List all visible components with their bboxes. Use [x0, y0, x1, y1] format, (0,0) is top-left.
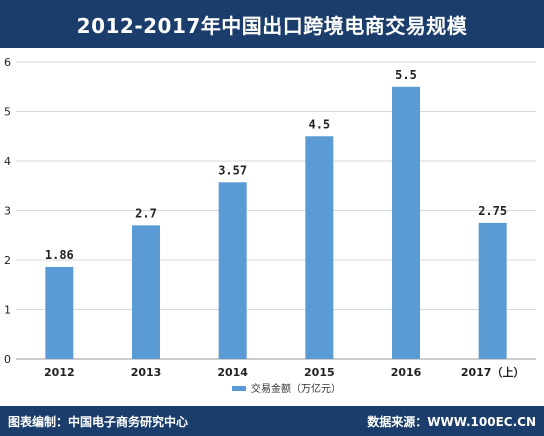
footer-credit: 图表编制：中国电子商务研究中心: [8, 414, 189, 429]
footer-banner: 图表编制：中国电子商务研究中心 数据来源：WWW.100EC.CN: [0, 406, 544, 436]
y-tick-label: 3: [4, 205, 11, 218]
bar: [478, 222, 507, 359]
y-tick-label: 2: [4, 254, 11, 267]
bar: [45, 266, 74, 359]
legend: 交易金额（万亿元）: [232, 382, 341, 395]
data-label: 3.57: [218, 163, 247, 177]
footer-source: 数据来源：WWW.100EC.CN: [367, 414, 536, 429]
bars: [45, 86, 507, 359]
data-label: 5.5: [395, 68, 417, 82]
y-tick-label: 0: [4, 353, 11, 366]
x-tick-label: 2015: [304, 366, 335, 379]
y-tick-label: 6: [4, 56, 11, 69]
data-label: 2.75: [478, 204, 507, 218]
bar: [132, 225, 160, 359]
y-tick-label: 4: [4, 155, 11, 168]
x-tick-label: 2016: [391, 366, 422, 379]
y-tick-label: 1: [4, 304, 11, 317]
data-label: 1.86: [45, 248, 74, 262]
data-label: 4.5: [308, 117, 330, 131]
x-tick-label: 2014: [217, 366, 248, 379]
data-labels: 1.86 2.7 3.57 4.5 5.5 2.75: [45, 68, 507, 262]
x-axis: 2012 2013 2014 2015 2016 2017（上）: [44, 365, 524, 379]
x-tick-label: 2012: [44, 366, 75, 379]
bar: [305, 136, 334, 359]
x-tick-label: 2013: [131, 366, 162, 379]
title-banner: 2012-2017年中国出口跨境电商交易规模: [0, 0, 544, 48]
gridlines: [16, 61, 536, 360]
chart-title: 2012-2017年中国出口跨境电商交易规模: [76, 13, 468, 38]
bar: [392, 86, 420, 359]
data-label: 2.7: [135, 206, 157, 220]
legend-label: 交易金额（万亿元）: [251, 382, 341, 395]
legend-swatch: [232, 386, 246, 391]
bar: [218, 182, 247, 359]
y-tick-label: 5: [4, 106, 11, 119]
y-axis: 0 1 2 3 4 5 6: [4, 56, 11, 366]
x-tick-label: 2017（上）: [461, 365, 525, 379]
